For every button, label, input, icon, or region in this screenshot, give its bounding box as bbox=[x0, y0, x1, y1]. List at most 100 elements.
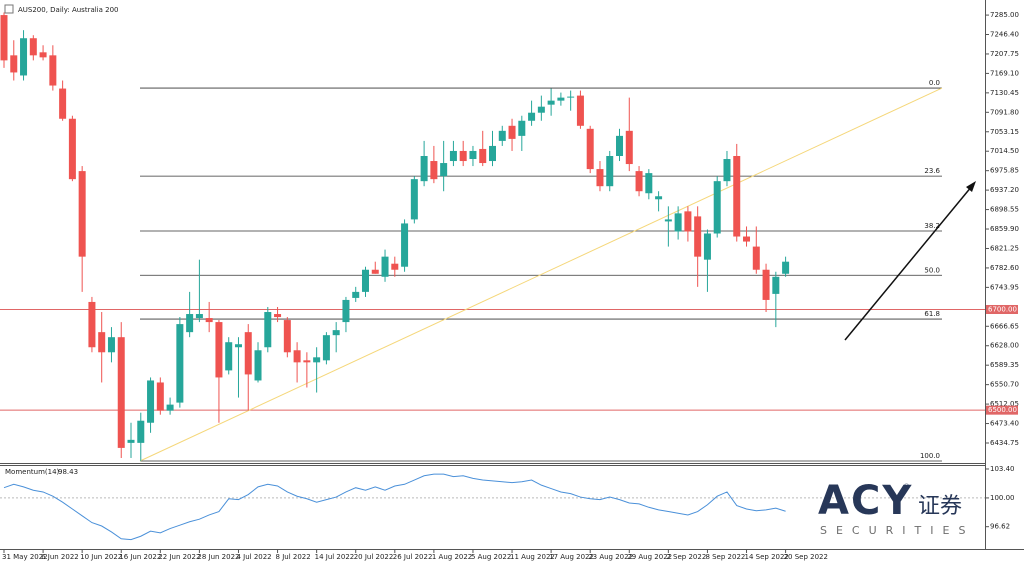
y-tick-label: 6628.00 bbox=[990, 342, 1019, 350]
x-tick-label: 6 Jun 2022 bbox=[41, 553, 79, 561]
candle-body bbox=[703, 233, 711, 260]
watermark: ACY ® 证券 SECURITIES bbox=[818, 478, 974, 537]
candle-body bbox=[361, 269, 369, 292]
x-tick-label: 20 Sep 2022 bbox=[784, 553, 828, 561]
candle-body bbox=[29, 38, 37, 56]
trend-arrow bbox=[844, 181, 976, 341]
x-tick-label: 2 Sep 2022 bbox=[666, 553, 706, 561]
candle-body bbox=[10, 55, 18, 73]
candle-body bbox=[557, 97, 565, 101]
fib-label: 61.8 bbox=[924, 310, 940, 318]
candle-body bbox=[508, 125, 516, 139]
x-tick-label: 5 Aug 2022 bbox=[471, 553, 511, 561]
candle-body bbox=[215, 322, 223, 378]
candle-body bbox=[459, 150, 467, 162]
y-tick-label: 6473.40 bbox=[990, 420, 1019, 428]
candle-body bbox=[225, 342, 233, 371]
candle-body bbox=[88, 301, 96, 348]
candle-body bbox=[127, 439, 135, 443]
indicator-title: Momentum(14) bbox=[5, 468, 60, 476]
brand-sub: SECURITIES bbox=[820, 524, 974, 537]
candle-body bbox=[733, 155, 741, 237]
candle-body bbox=[98, 332, 106, 353]
candle-body bbox=[547, 100, 555, 105]
price-level-tag bbox=[986, 304, 1018, 314]
y-tick-label: 6859.90 bbox=[990, 225, 1019, 233]
fib-label: 100.0 bbox=[920, 452, 940, 460]
candle-body bbox=[186, 314, 194, 333]
candle-body bbox=[166, 404, 174, 411]
candle-body bbox=[176, 324, 184, 403]
y-tick-label: 7130.45 bbox=[990, 89, 1019, 97]
candle-body bbox=[20, 38, 28, 76]
brand-chinese: 证券 bbox=[918, 494, 962, 519]
y-tick-label: 6898.55 bbox=[990, 206, 1019, 214]
candle-body bbox=[489, 145, 496, 162]
x-tick-label: 14 Sep 2022 bbox=[745, 553, 789, 561]
candle-body bbox=[537, 106, 545, 113]
x-tick-label: 8 Sep 2022 bbox=[705, 553, 745, 561]
candle-body bbox=[49, 55, 57, 86]
candle-body bbox=[205, 318, 213, 323]
x-tick-label: 14 Jul 2022 bbox=[315, 553, 355, 561]
x-tick-label: 16 Jun 2022 bbox=[119, 553, 161, 561]
candle-body bbox=[303, 360, 311, 363]
price-level-label: 6500.00 bbox=[988, 406, 1017, 414]
candle-body bbox=[606, 155, 614, 187]
candle-body bbox=[498, 130, 506, 141]
candle-body bbox=[772, 276, 780, 294]
candle-body bbox=[479, 148, 487, 164]
y-tick-label: 6589.35 bbox=[990, 361, 1019, 369]
x-tick-label: 4 Jul 2022 bbox=[236, 553, 271, 561]
candle-body bbox=[674, 213, 682, 232]
y-tick-label: 7207.75 bbox=[990, 50, 1019, 58]
candle-body bbox=[743, 236, 751, 242]
momentum-line bbox=[3, 473, 786, 541]
y-tick-label: 7246.40 bbox=[990, 31, 1019, 39]
x-tick-label: 26 Jul 2022 bbox=[393, 553, 433, 561]
candle-body bbox=[625, 130, 633, 165]
candle-body bbox=[381, 256, 389, 277]
trendline bbox=[139, 87, 943, 462]
momentum-header: Momentum(14) 98.43 bbox=[5, 468, 78, 476]
candle-body bbox=[694, 216, 702, 257]
candle-body bbox=[156, 382, 164, 411]
candle-body bbox=[78, 171, 86, 257]
x-tick-label: 28 Jun 2022 bbox=[197, 553, 239, 561]
candle-body bbox=[68, 118, 76, 180]
y-tick-label: 96.62 bbox=[990, 523, 1010, 531]
price-level-tag bbox=[986, 405, 1018, 415]
candle-body bbox=[391, 263, 399, 270]
candle-body bbox=[234, 344, 242, 348]
candle-body bbox=[352, 291, 360, 298]
candle-body bbox=[107, 337, 115, 353]
candle-body bbox=[117, 337, 125, 448]
chart-title: AUS200, Daily: Australia 200 bbox=[18, 6, 119, 14]
candle-body bbox=[518, 120, 526, 136]
candle-body bbox=[420, 155, 428, 182]
candle-body bbox=[752, 246, 760, 270]
price-level-label: 6700.00 bbox=[988, 305, 1017, 313]
candle-body bbox=[342, 299, 350, 323]
x-tick-label: 22 Jun 2022 bbox=[158, 553, 200, 561]
candle-body bbox=[274, 314, 282, 318]
candle-body bbox=[723, 159, 731, 182]
candle-body bbox=[762, 269, 770, 300]
y-tick-label: 6975.85 bbox=[990, 167, 1019, 175]
candle-body bbox=[244, 332, 252, 375]
candle-body bbox=[664, 219, 672, 222]
candle-body bbox=[782, 261, 790, 274]
x-tick-label: 8 Jul 2022 bbox=[276, 553, 311, 561]
candle-body bbox=[195, 314, 203, 319]
fib-label: 50.0 bbox=[924, 266, 940, 274]
indicator-value: 98.43 bbox=[58, 468, 78, 476]
x-tick-label: 23 Aug 2022 bbox=[588, 553, 633, 561]
candle-body bbox=[254, 350, 262, 381]
brand: ACY bbox=[818, 478, 913, 524]
x-tick-label: 20 Jul 2022 bbox=[354, 553, 394, 561]
x-tick-label: 29 Aug 2022 bbox=[627, 553, 672, 561]
candle-body bbox=[576, 95, 584, 126]
y-tick-label: 6434.75 bbox=[990, 439, 1019, 447]
x-tick-label: 11 Aug 2022 bbox=[510, 553, 555, 561]
